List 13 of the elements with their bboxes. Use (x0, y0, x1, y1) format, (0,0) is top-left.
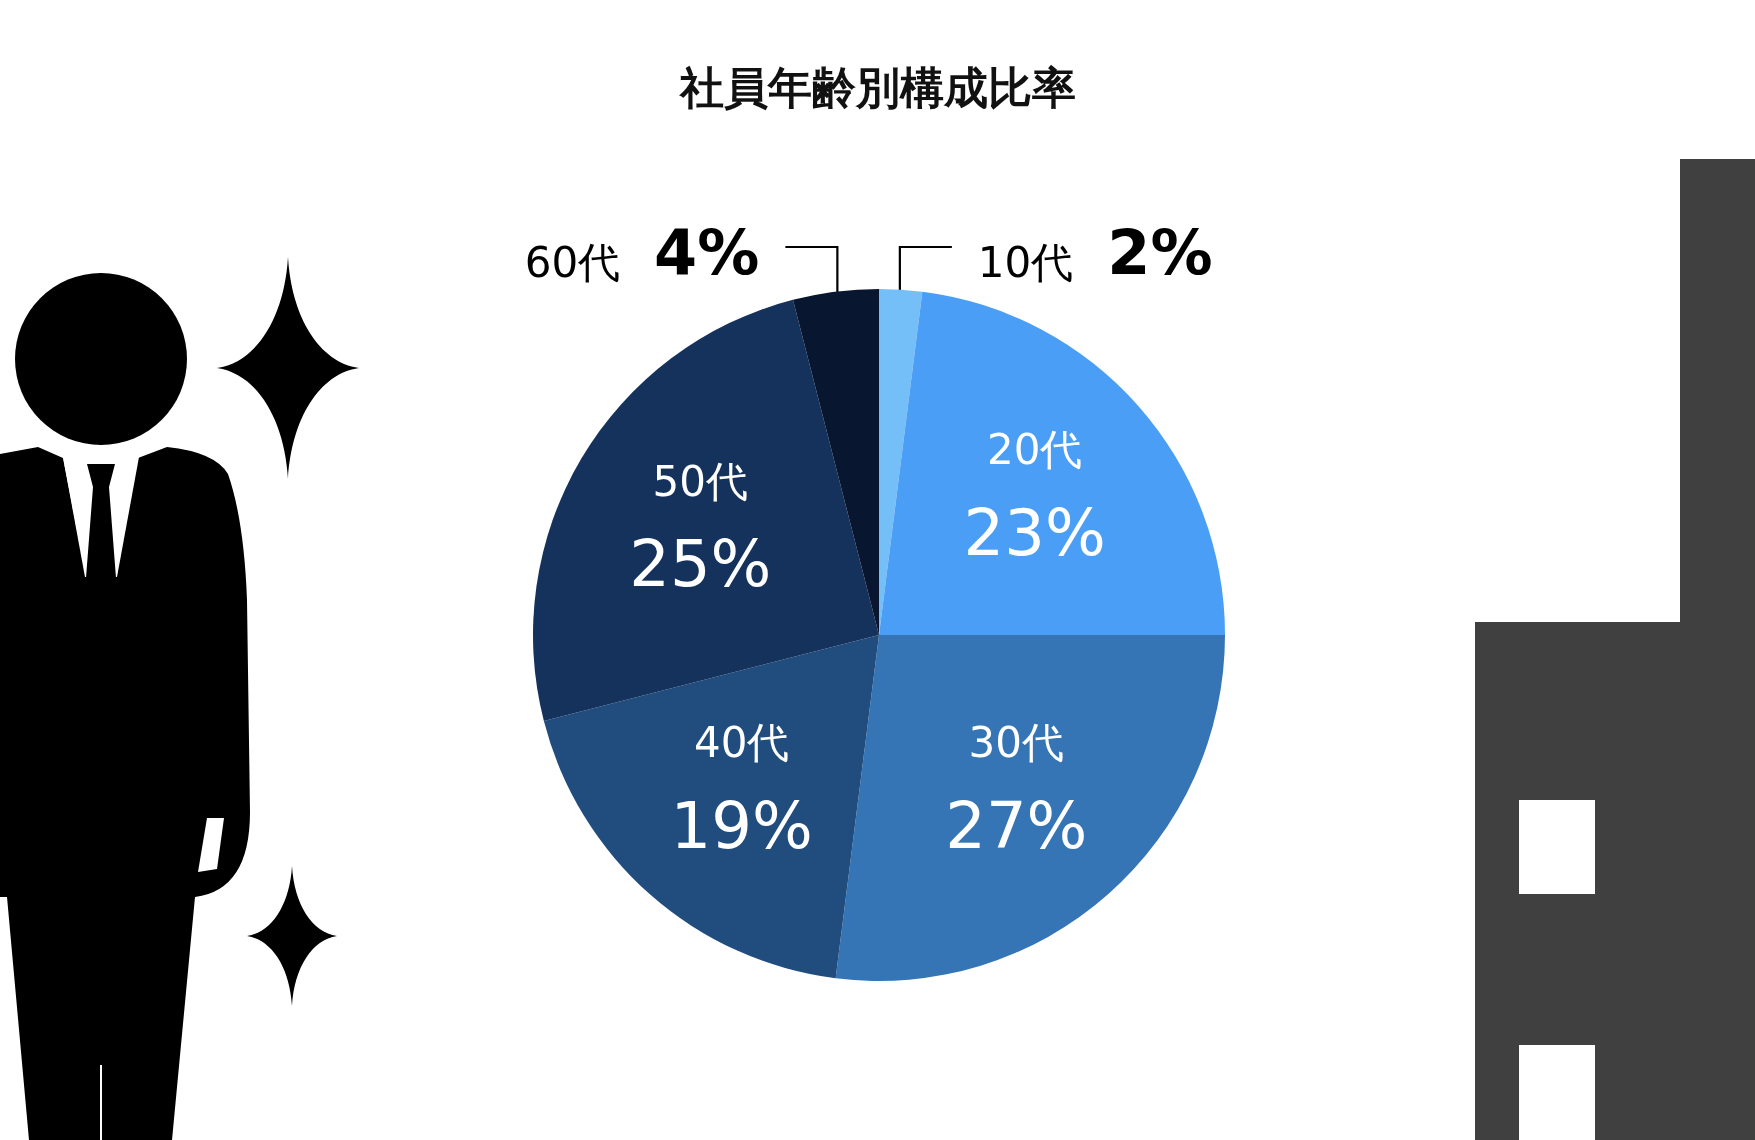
slice-label: 20代 (987, 425, 1083, 475)
data-label: 27% (945, 788, 1088, 863)
slice-label: 30代 (968, 718, 1065, 768)
chart-title: 社員年齢別構成比率 (677, 61, 1076, 113)
slice-label: 10代 (977, 237, 1074, 287)
data-label: 25% (629, 527, 772, 602)
slice-label: 40代 (693, 718, 790, 768)
data-label: 2% (1107, 215, 1213, 289)
slice-label: 50代 (652, 456, 749, 506)
data-label: 23% (963, 495, 1106, 570)
data-label: 4% (654, 215, 760, 289)
slice-label: 60代 (524, 237, 621, 287)
data-label: 19% (670, 788, 813, 863)
